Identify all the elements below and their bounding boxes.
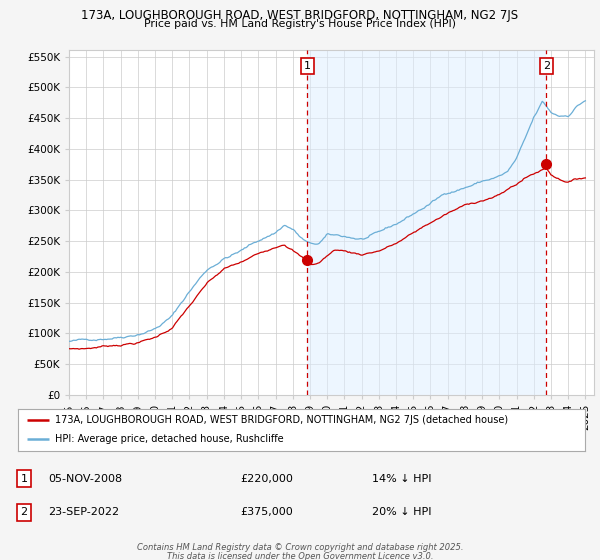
Text: Price paid vs. HM Land Registry's House Price Index (HPI): Price paid vs. HM Land Registry's House … — [144, 19, 456, 29]
Text: 2: 2 — [543, 61, 550, 71]
Text: 05-NOV-2008: 05-NOV-2008 — [48, 474, 122, 484]
Text: 1: 1 — [304, 61, 311, 71]
Text: £375,000: £375,000 — [240, 507, 293, 517]
Text: This data is licensed under the Open Government Licence v3.0.: This data is licensed under the Open Gov… — [167, 552, 433, 560]
Text: 23-SEP-2022: 23-SEP-2022 — [48, 507, 119, 517]
Text: 14% ↓ HPI: 14% ↓ HPI — [372, 474, 431, 484]
Text: 2: 2 — [20, 507, 28, 517]
Bar — [307, 50, 547, 395]
Text: Contains HM Land Registry data © Crown copyright and database right 2025.: Contains HM Land Registry data © Crown c… — [137, 543, 463, 552]
Text: 1: 1 — [20, 474, 28, 484]
Text: 20% ↓ HPI: 20% ↓ HPI — [372, 507, 431, 517]
Text: HPI: Average price, detached house, Rushcliffe: HPI: Average price, detached house, Rush… — [55, 435, 283, 445]
Text: £220,000: £220,000 — [240, 474, 293, 484]
Text: 173A, LOUGHBOROUGH ROAD, WEST BRIDGFORD, NOTTINGHAM, NG2 7JS: 173A, LOUGHBOROUGH ROAD, WEST BRIDGFORD,… — [82, 9, 518, 22]
Text: 173A, LOUGHBOROUGH ROAD, WEST BRIDGFORD, NOTTINGHAM, NG2 7JS (detached house): 173A, LOUGHBOROUGH ROAD, WEST BRIDGFORD,… — [55, 415, 508, 425]
